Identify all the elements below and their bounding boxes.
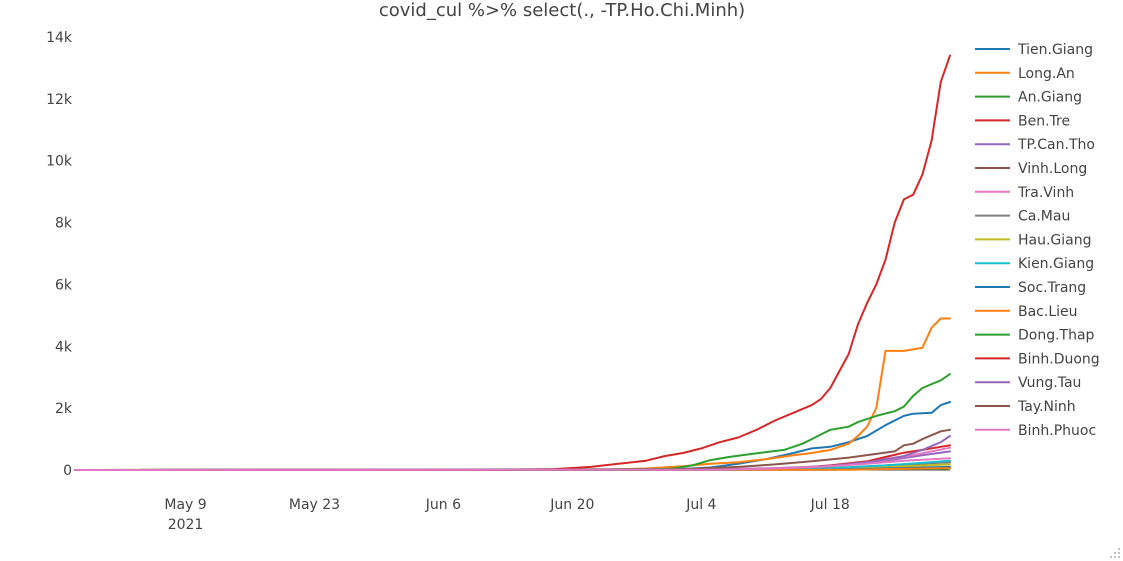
series-line-binh-duong[interactable] <box>74 54 951 471</box>
plot-area[interactable] <box>74 54 951 471</box>
y-tick-label: 6k <box>55 277 73 293</box>
series-line-binh-phuoc[interactable] <box>74 457 951 471</box>
legend-label: Long.An <box>1018 66 1075 82</box>
y-axis: 0 2k 4k 6k 8k 10k 12k 14k <box>46 30 73 479</box>
legend-label: Dong.Thap <box>1018 328 1095 344</box>
legend-item[interactable]: Hau.Giang <box>975 232 1092 248</box>
y-tick-label: 10k <box>46 154 73 170</box>
y-tick-label: 4k <box>55 339 73 355</box>
x-tick-year-label: 2021 <box>168 517 204 533</box>
legend-label: Hau.Giang <box>1018 232 1092 248</box>
legend-item[interactable]: Bac.Lieu <box>975 304 1078 320</box>
legend-label: Binh.Phuoc <box>1018 423 1096 439</box>
legend-label: Soc.Trang <box>1018 280 1086 296</box>
legend[interactable]: Tien.Giang Long.An An.Giang Ben.Tre TP.Can.T… <box>975 42 1100 439</box>
legend-label: Tay.Ninh <box>1017 399 1076 415</box>
chart-title: covid_cul %>% select(., -TP.Ho.Chi.Minh) <box>379 0 745 21</box>
x-tick-label: Jun 6 <box>425 497 461 513</box>
legend-label: TP.Can.Tho <box>1017 137 1095 153</box>
y-tick-label: 14k <box>46 30 73 46</box>
series-line-dong-thap[interactable] <box>74 373 951 471</box>
legend-item[interactable]: Vinh.Long <box>975 161 1087 177</box>
legend-label: Binh.Duong <box>1018 351 1100 367</box>
legend-item[interactable]: Binh.Phuoc <box>975 423 1096 439</box>
legend-label: An.Giang <box>1018 90 1082 106</box>
x-tick-label: May 23 <box>289 497 340 513</box>
x-axis: May 9 2021 May 23 Jun 6 Jun 20 Jul 4 Jul 18 <box>75 469 950 533</box>
x-tick-label: May 9 <box>164 497 206 513</box>
legend-item[interactable]: An.Giang <box>975 90 1082 106</box>
y-tick-label: 2k <box>55 401 73 417</box>
legend-item[interactable]: Kien.Giang <box>975 256 1094 272</box>
x-tick-label: Jul 4 <box>685 497 716 513</box>
resize-grip-icon[interactable] <box>1107 545 1121 559</box>
series-line-tay-ninh[interactable] <box>74 428 951 471</box>
legend-label: Ca.Mau <box>1018 209 1070 225</box>
legend-item[interactable]: Tien.Giang <box>975 42 1093 58</box>
y-tick-label: 0 <box>63 463 72 479</box>
legend-label: Vinh.Long <box>1018 161 1087 177</box>
legend-item[interactable]: Ben.Tre <box>975 113 1070 129</box>
legend-item[interactable]: Long.An <box>975 66 1075 82</box>
legend-item[interactable]: Dong.Thap <box>975 328 1095 344</box>
legend-label: Ben.Tre <box>1018 113 1070 129</box>
legend-label: Tien.Giang <box>1017 42 1093 58</box>
legend-label: Kien.Giang <box>1018 256 1094 272</box>
legend-item[interactable]: Ca.Mau <box>975 209 1070 225</box>
y-tick-label: 12k <box>46 92 73 108</box>
legend-label: Tra.Vinh <box>1017 185 1074 201</box>
x-tick-label: Jun 20 <box>549 497 594 513</box>
series-line-vung-tau[interactable] <box>74 435 951 471</box>
legend-item[interactable]: Binh.Duong <box>975 351 1100 367</box>
x-tick-label: Jul 18 <box>810 497 850 513</box>
legend-item[interactable]: Soc.Trang <box>975 280 1086 296</box>
legend-item[interactable]: Tra.Vinh <box>975 185 1074 201</box>
y-tick-label: 8k <box>55 216 73 232</box>
legend-item[interactable]: TP.Can.Tho <box>975 137 1095 153</box>
legend-item[interactable]: Tay.Ninh <box>975 399 1076 415</box>
legend-label: Vung.Tau <box>1018 375 1081 391</box>
legend-item[interactable]: Vung.Tau <box>975 375 1081 391</box>
legend-label: Bac.Lieu <box>1018 304 1078 320</box>
